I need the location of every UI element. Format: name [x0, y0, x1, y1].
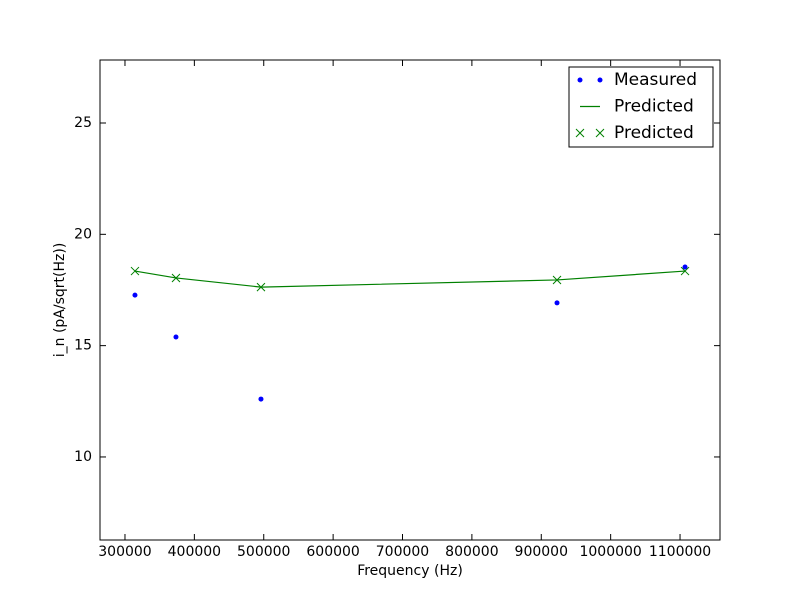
- x-axis-label: Frequency (Hz): [357, 563, 463, 579]
- data-point: [258, 396, 264, 402]
- x-tick-label: 1100000: [649, 544, 711, 560]
- data-point: [552, 275, 562, 285]
- y-tick-label: 25: [74, 115, 92, 131]
- data-point: [173, 334, 179, 340]
- y-axis-label: i_n (pA/sqrt(Hz)): [52, 243, 68, 358]
- data-point: [680, 266, 690, 276]
- data-point: [682, 264, 688, 270]
- x-tick-label: 800000: [445, 544, 498, 560]
- x-tick-label: 400000: [168, 544, 221, 560]
- data-point: [132, 292, 138, 298]
- x-tick-label: 500000: [237, 544, 290, 560]
- data-point: [256, 282, 266, 292]
- legend-marker: [575, 128, 585, 138]
- data-point: [171, 273, 181, 283]
- legend-label: Measured: [614, 70, 697, 90]
- legend-label: Predicted: [614, 123, 694, 143]
- data-point: [130, 266, 140, 276]
- legend-marker: [577, 77, 583, 83]
- plot-frame: [99, 59, 721, 541]
- legend-marker: [595, 128, 605, 138]
- data-point: [554, 300, 560, 306]
- x-tick-label: 700000: [376, 544, 429, 560]
- x-tick-label: 600000: [306, 544, 359, 560]
- y-tick-label: 15: [74, 338, 92, 354]
- legend-label: Predicted: [614, 97, 694, 117]
- y-tick-label: 10: [74, 449, 92, 465]
- x-tick-label: 1000000: [579, 544, 641, 560]
- legend-marker: [597, 77, 603, 83]
- x-tick-label: 300000: [98, 544, 151, 560]
- x-tick-label: 900000: [515, 544, 568, 560]
- y-tick-label: 20: [74, 226, 92, 242]
